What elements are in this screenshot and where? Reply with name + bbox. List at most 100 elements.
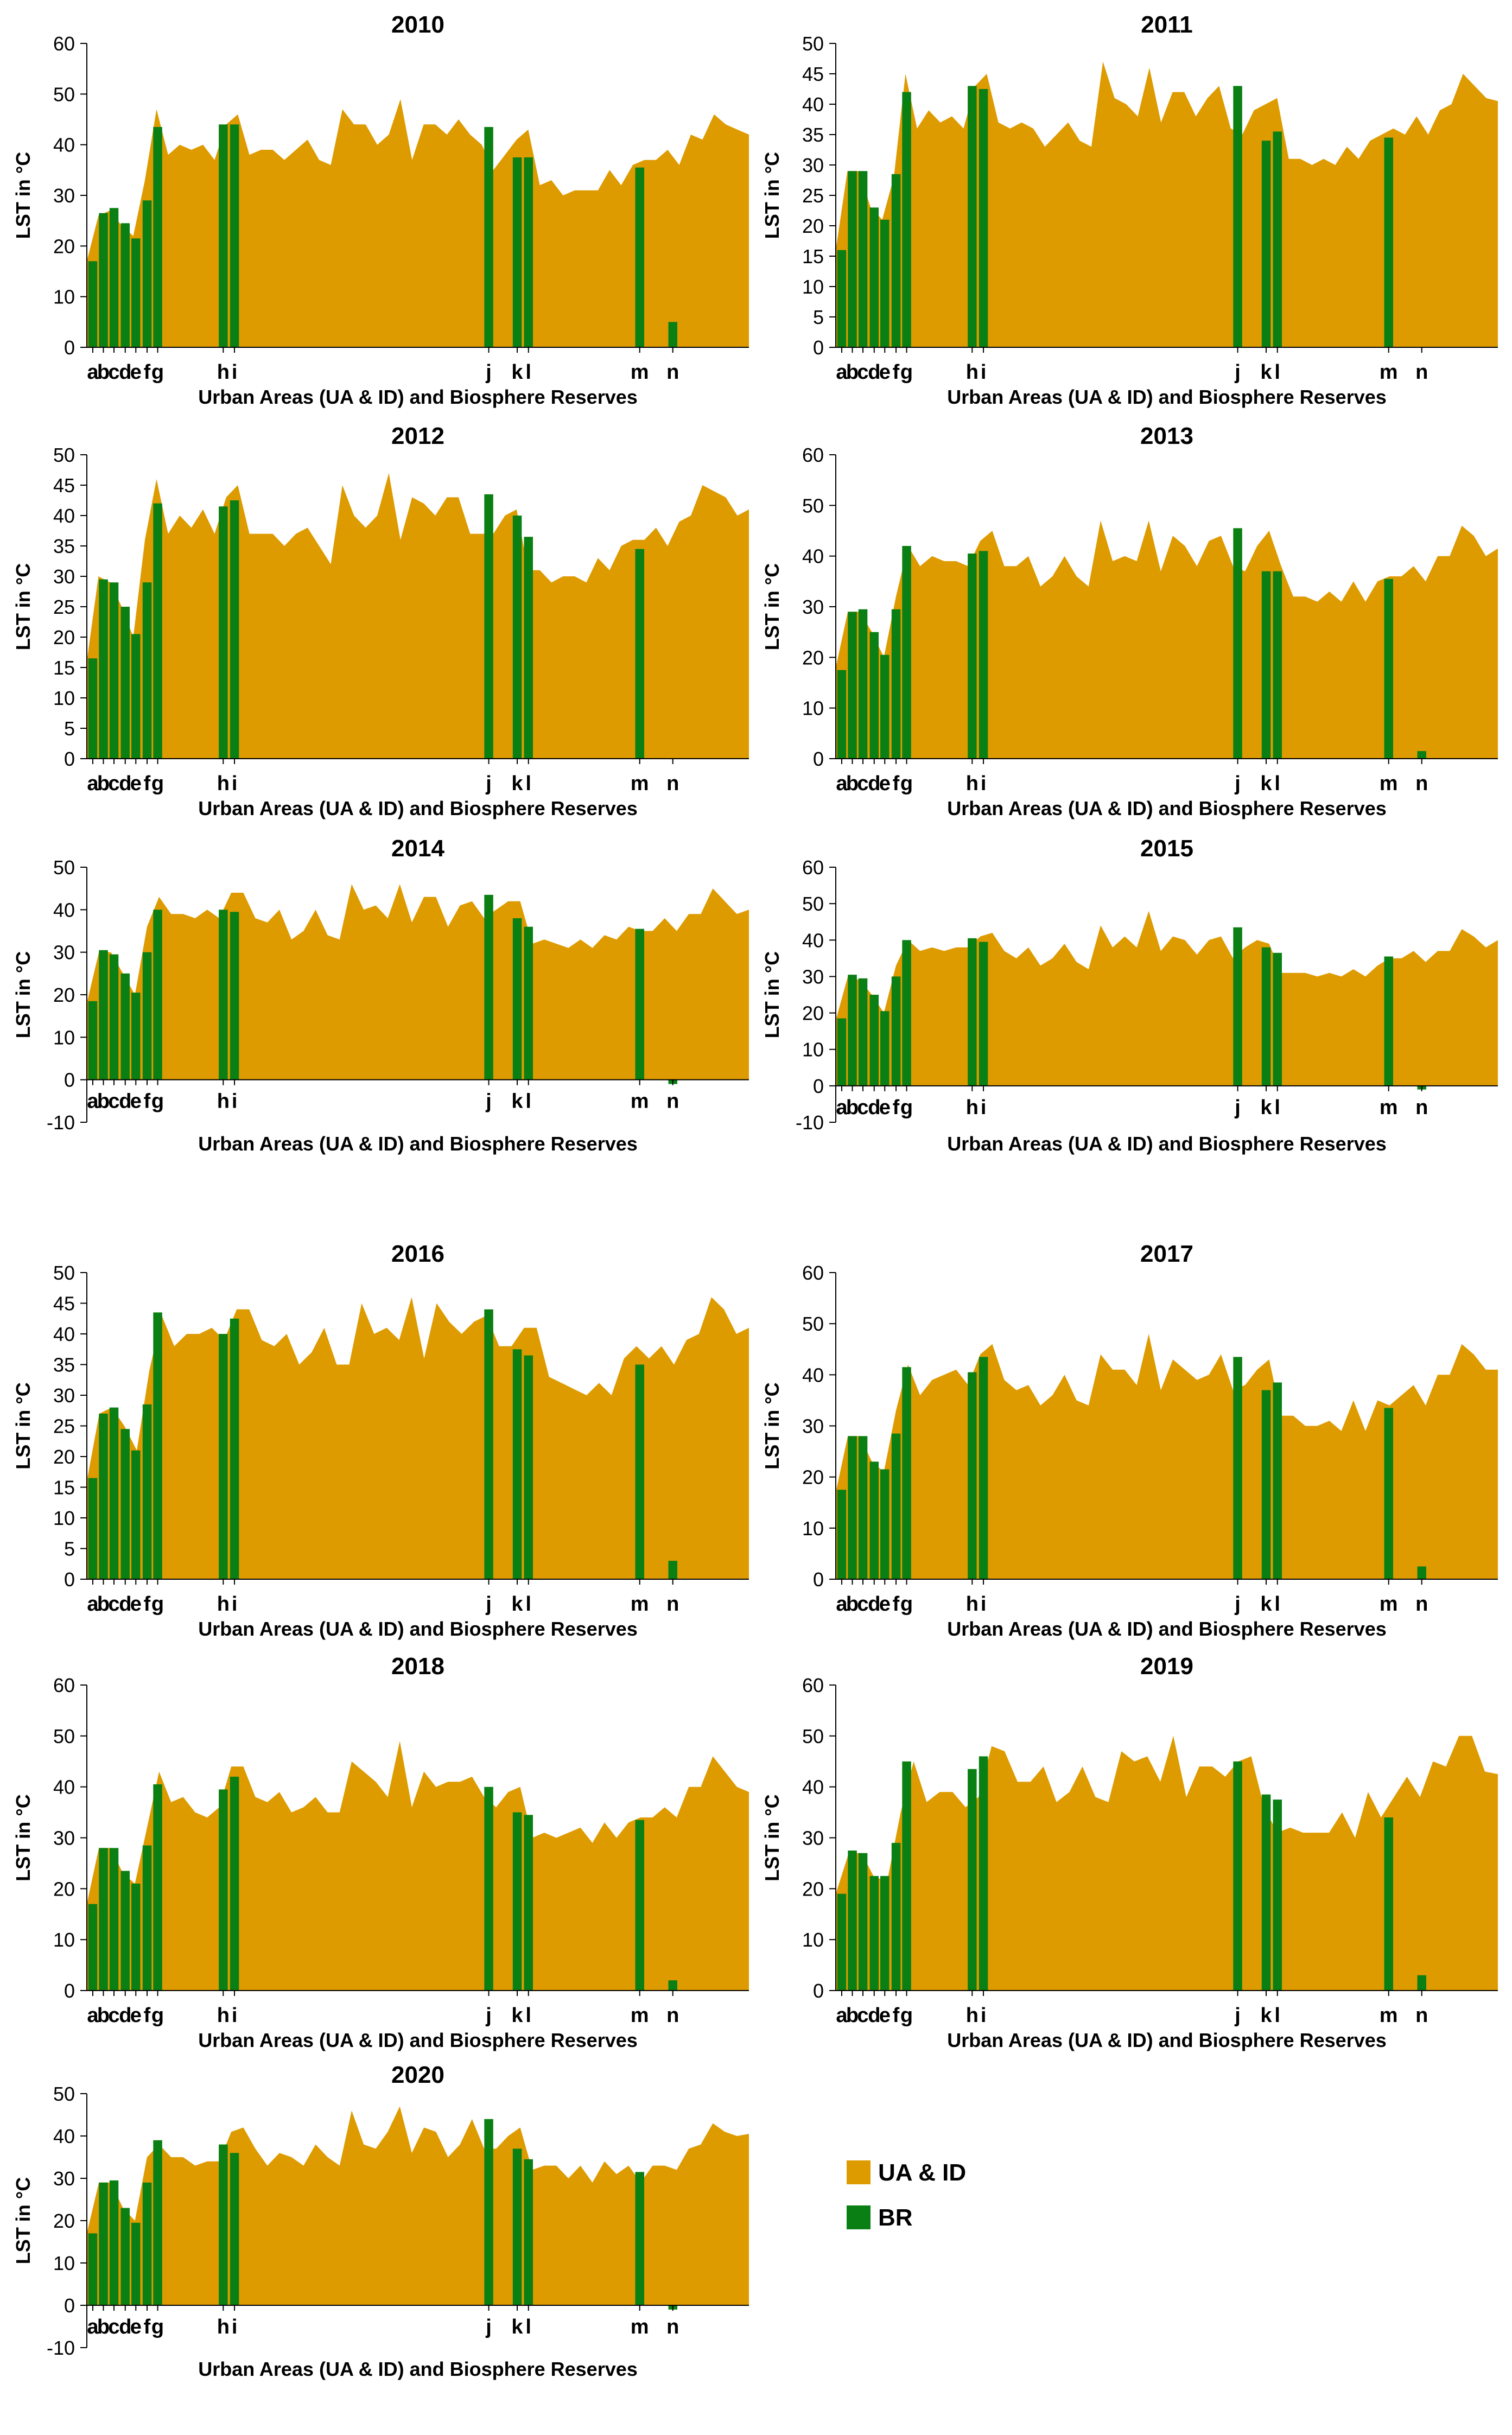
br-bar-k (512, 516, 522, 759)
br-bar-e (880, 219, 890, 347)
br-bar-a (837, 1018, 847, 1086)
y-tick-label: 20 (53, 1446, 75, 1468)
x-category-label-e: e (130, 1593, 142, 1616)
y-tick-label: 40 (802, 545, 824, 568)
y-tick-label: 10 (802, 1929, 824, 1951)
br-bar-c (109, 2180, 119, 2305)
br-bar-h (968, 1372, 977, 1579)
x-axis-title: Urban Areas (UA & ID) and Biosphere Rese… (947, 2029, 1387, 2051)
x-category-label-b: b (846, 1593, 859, 1616)
y-tick-label: 35 (802, 124, 824, 146)
br-bar-a (88, 261, 98, 347)
y-tick-label: 5 (64, 1538, 75, 1560)
br-bar-c (109, 582, 119, 759)
br-bar-k (512, 157, 522, 347)
y-tick-label: 35 (53, 535, 75, 557)
br-bar-j (484, 2119, 493, 2305)
x-category-label-m: m (1380, 1593, 1398, 1616)
x-category-label-n: n (666, 2004, 679, 2027)
x-category-label-j: j (485, 361, 492, 384)
chart-title: 2016 (391, 1241, 444, 1267)
x-category-label-l: l (525, 1593, 531, 1616)
br-bar-k (512, 1812, 522, 1991)
x-category-label-n: n (1415, 772, 1428, 795)
br-bar-b (848, 1851, 857, 1991)
y-tick-label: 20 (53, 1878, 75, 1900)
x-category-label-k: k (1260, 772, 1272, 795)
x-category-label-a: a (836, 2004, 848, 2027)
legend-swatch-br (847, 2205, 871, 2229)
br-bar-b (848, 171, 857, 347)
x-category-label-n: n (1415, 1593, 1428, 1616)
x-category-label-e: e (879, 2004, 891, 2027)
x-category-label-i: i (232, 1593, 238, 1616)
y-tick-label: 45 (53, 1293, 75, 1315)
y-tick-label: 10 (53, 286, 75, 308)
x-category-label-h: h (217, 772, 230, 795)
x-category-label-f: f (144, 2004, 151, 2027)
br-bar-e (131, 2222, 141, 2305)
x-category-label-i: i (981, 772, 987, 795)
br-bar-g (902, 92, 911, 347)
y-tick-label: 50 (53, 1725, 75, 1747)
x-category-label-k: k (1260, 1593, 1272, 1616)
br-bar-m (635, 929, 644, 1080)
x-category-label-b: b (97, 2004, 110, 2027)
ua-id-area (836, 1334, 1498, 1579)
chart-title: 2012 (391, 423, 444, 449)
x-category-label-n: n (666, 2316, 679, 2338)
x-category-label-a: a (87, 2004, 99, 2027)
y-tick-label: 0 (64, 1980, 75, 2002)
y-tick-label: 0 (813, 748, 824, 770)
x-category-label-l: l (525, 2004, 531, 2027)
br-bar-d (120, 607, 130, 759)
x-category-label-c: c (108, 361, 119, 384)
br-bar-l (1273, 131, 1282, 347)
br-bar-n (668, 322, 677, 347)
br-bar-g (153, 1312, 162, 1579)
br-bar-f (891, 174, 901, 347)
x-category-label-g: g (151, 1090, 164, 1113)
br-bar-f (142, 952, 152, 1080)
x-category-label-j: j (485, 1090, 492, 1113)
x-category-label-c: c (108, 2316, 119, 2338)
br-bar-l (1273, 571, 1282, 759)
br-bar-d (120, 1429, 130, 1579)
x-category-label-f: f (893, 361, 900, 384)
y-tick-label: 40 (53, 505, 75, 527)
x-category-label-j: j (1234, 1096, 1241, 1119)
br-bar-m (1384, 1408, 1393, 1579)
x-category-label-h: h (217, 1593, 230, 1616)
x-category-label-g: g (900, 2004, 913, 2027)
x-category-label-g: g (151, 772, 164, 795)
y-axis-title: LST in °C (12, 563, 34, 650)
br-bar-g (153, 127, 162, 347)
y-tick-label: 30 (802, 154, 824, 176)
x-axis-title: Urban Areas (UA & ID) and Biosphere Rese… (198, 2358, 638, 2380)
x-category-label-a: a (87, 1593, 99, 1616)
br-bar-j (1233, 1357, 1242, 1579)
x-category-label-k: k (511, 2316, 523, 2338)
y-tick-label: 50 (53, 444, 75, 466)
x-category-label-l: l (1274, 361, 1280, 384)
y-tick-label: 40 (802, 1776, 824, 1798)
x-category-label-b: b (97, 361, 110, 384)
br-bar-e (880, 1875, 890, 1991)
x-category-label-c: c (108, 2004, 119, 2027)
br-bar-d (120, 1871, 130, 1991)
y-tick-label: 20 (802, 1466, 824, 1489)
ua-id-area (87, 473, 749, 759)
br-bar-g (153, 503, 162, 759)
br-bar-h (219, 506, 228, 759)
x-category-label-b: b (97, 1090, 110, 1113)
y-tick-label: 20 (53, 626, 75, 649)
x-category-label-f: f (893, 772, 900, 795)
x-category-label-f: f (893, 2004, 900, 2027)
x-category-label-b: b (846, 1096, 859, 1119)
y-tick-label: 40 (53, 134, 75, 156)
br-bar-l (524, 2159, 533, 2305)
br-bar-c (109, 954, 119, 1080)
